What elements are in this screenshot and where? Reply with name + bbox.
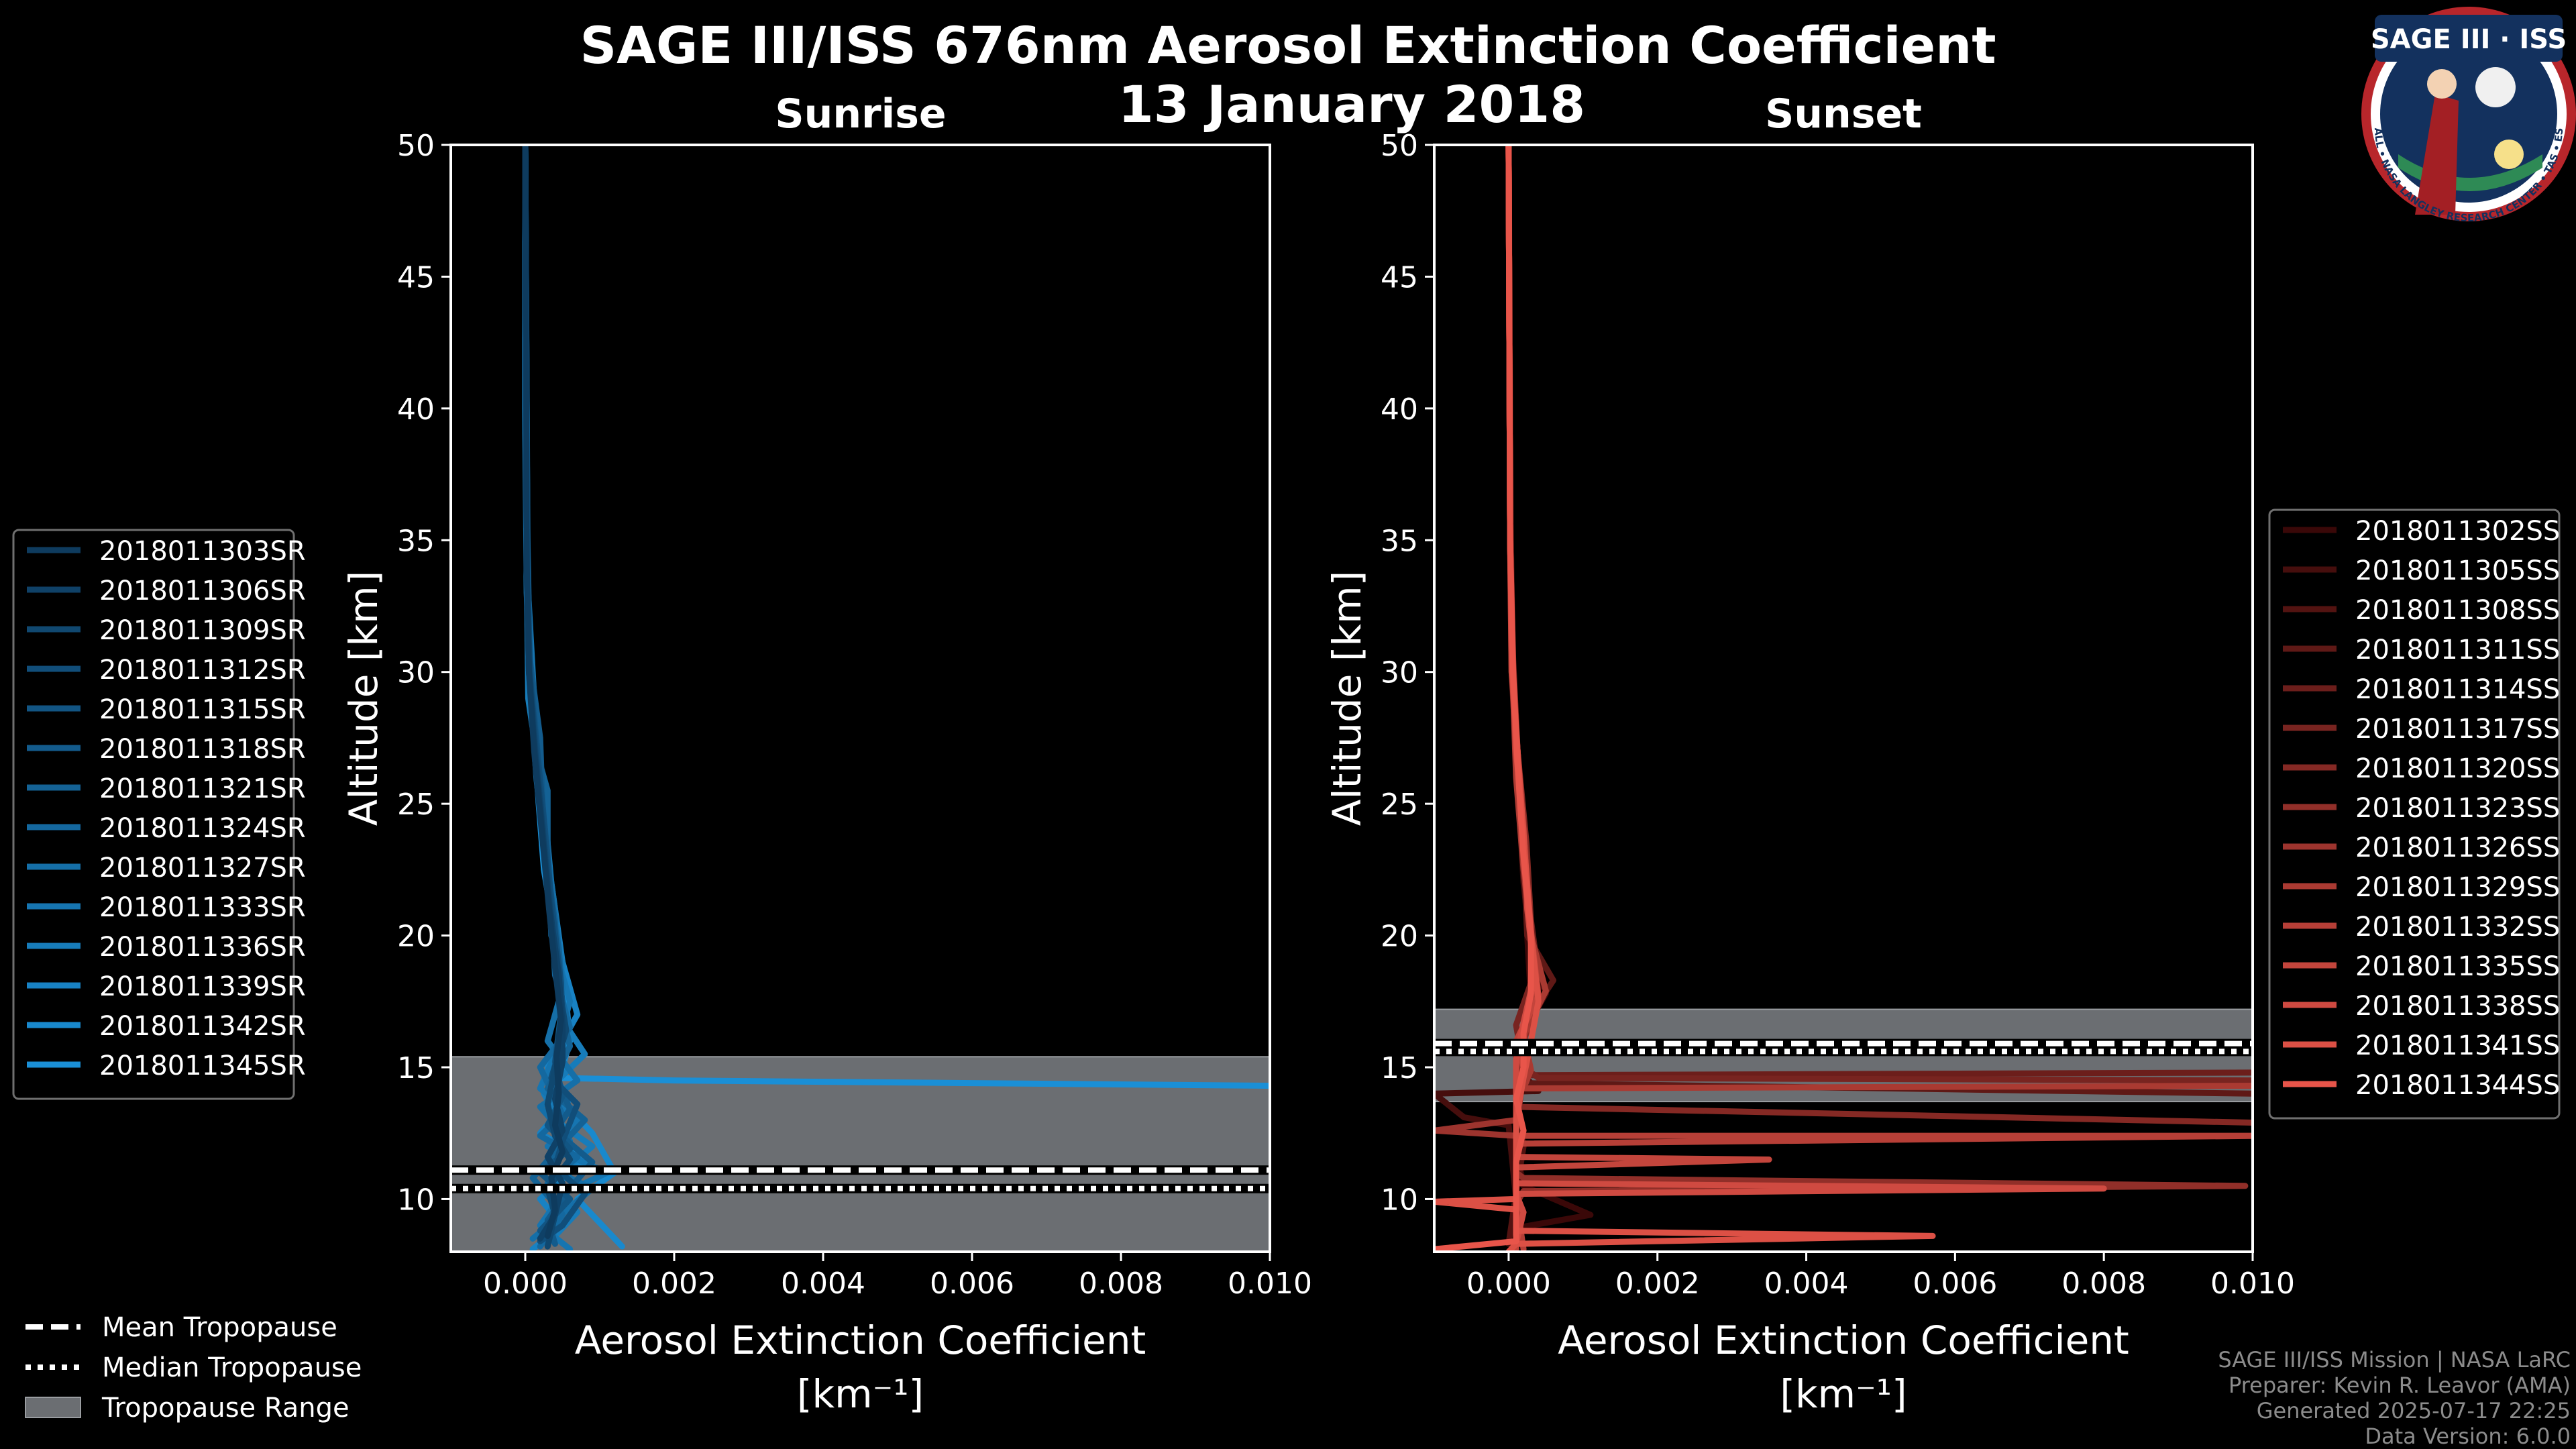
sunset-y-tick-label: 50 (1381, 129, 1418, 163)
sunrise-y-axis-label: Altitude [km] (341, 571, 386, 826)
sunset-y-axis-label: Altitude [km] (1324, 571, 1370, 826)
sun-icon (2494, 140, 2524, 169)
sunrise-x-axis-label: Aerosol Extinction Coefficient (575, 1318, 1146, 1363)
sunset-legend-label: 2018011335SS (2355, 951, 2560, 982)
footer-generated: Generated 2025-07-17 22:25 (2257, 1398, 2571, 1424)
tropopause-range-key (25, 1397, 81, 1418)
mean-tropopause-label: Mean Tropopause (102, 1312, 337, 1343)
sunrise-legend-label: 2018011336SR (99, 932, 306, 963)
sunset-chart: 10 15 20 25 30 35 40 45 50 0.000 0.002 0.004 0.006 0.… (1324, 129, 2295, 1417)
tropopause-legend: Mean Tropopause Median Tropopause Tropop… (25, 1312, 362, 1424)
sunrise-legend-label: 2018011339SR (99, 971, 306, 1002)
sunrise-legend-label: 2018011345SR (99, 1051, 306, 1081)
sunset-x-axis-unit: [km⁻¹] (1780, 1371, 1907, 1417)
sunrise-y-tick-label: 10 (397, 1183, 435, 1217)
sunset-legend-label: 2018011317SS (2355, 714, 2560, 745)
sunset-x-tick-label: 0.006 (1913, 1267, 1997, 1301)
logo-text: SAGE III · ISS (2371, 24, 2567, 55)
sunset-panel-title: Sunset (1765, 91, 1922, 138)
sunrise-y-tick-label: 50 (397, 129, 435, 163)
sunset-y-tick-label: 20 (1381, 920, 1418, 954)
sunrise-legend-label: 2018011318SR (99, 734, 306, 765)
sunrise-chart: 10 15 20 25 30 35 40 45 50 0.000 0.002 0.004 0.006 0.… (341, 129, 1312, 1417)
median-tropopause-label: Median Tropopause (102, 1352, 362, 1383)
sunrise-legend: 2018011303SR 2018011306SR 2018011309SR 2018… (12, 529, 306, 1100)
footer-preparer: Preparer: Kevin R. Leavor (AMA) (2229, 1373, 2571, 1398)
sunrise-axes-frame (449, 144, 1271, 1253)
sunrise-legend-label: 2018011342SR (99, 1011, 306, 1042)
sunset-y-tick-label: 10 (1381, 1183, 1418, 1217)
sunset-legend-label: 2018011338SS (2355, 991, 2560, 1022)
sunset-legend-label: 2018011314SS (2355, 674, 2560, 705)
sunrise-y-tick-label: 30 (397, 656, 435, 690)
sunset-legend-label: 2018011308SS (2355, 595, 2560, 626)
sunrise-legend-label: 2018011312SR (99, 655, 306, 686)
sunrise-x-tick-label: 0.010 (1228, 1267, 1312, 1301)
sunset-x-axis-label: Aerosol Extinction Coefficient (1558, 1318, 2129, 1363)
sunset-y-tick-label: 30 (1381, 656, 1418, 690)
sunset-legend-label: 2018011344SS (2355, 1070, 2560, 1101)
sunrise-legend-label: 2018011315SR (99, 694, 306, 725)
moon-icon (2475, 67, 2516, 107)
sunrise-x-axis-unit: [km⁻¹] (797, 1371, 924, 1417)
sunrise-legend-label: 2018011324SR (99, 813, 306, 844)
sunrise-y-tick-label: 20 (397, 920, 435, 954)
sunrise-legend-label: 2018011303SR (99, 536, 306, 567)
sunset-legend-label: 2018011326SS (2355, 833, 2560, 863)
sunset-legend: 2018011302SS 2018011305SS 2018011308SS 2018… (2268, 508, 2561, 1120)
sunrise-y-tick-label: 45 (397, 260, 435, 294)
sunrise-legend-label: 2018011309SR (99, 615, 306, 646)
sunset-legend-label: 2018011302SS (2355, 516, 2560, 547)
sunset-x-tick-label: 0.002 (1615, 1267, 1700, 1301)
figure-title: SAGE III/ISS 676nm Aerosol Extinction Co… (580, 15, 1996, 75)
footer-mission: SAGE III/ISS Mission | NASA LaRC (2218, 1347, 2571, 1373)
sunset-legend-label: 2018011341SS (2355, 1030, 2560, 1061)
tropopause-range-label: Tropopause Range (101, 1393, 350, 1424)
sunset-y-tick-label: 25 (1381, 788, 1418, 822)
sunrise-y-tick-label: 25 (397, 788, 435, 822)
sunset-legend-frame (2268, 508, 2561, 1120)
sunset-y-tick-label: 15 (1381, 1051, 1418, 1085)
series-line-2018011344SS (1434, 145, 1534, 1252)
footer-version: Data Version: 6.0.0 (2365, 1424, 2571, 1449)
sunset-x-tick-label: 0.010 (2210, 1267, 2295, 1301)
sunrise-y-tick-label: 35 (397, 524, 435, 558)
sunrise-legend-label: 2018011321SR (99, 773, 306, 804)
sunset-legend-label: 2018011323SS (2355, 793, 2560, 824)
sunset-x-tick-label: 0.004 (1764, 1267, 1849, 1301)
sunrise-legend-label: 2018011306SR (99, 576, 306, 606)
sunset-legend-label: 2018011305SS (2355, 555, 2560, 586)
sunrise-legend-label: 2018011333SR (99, 892, 306, 923)
sunrise-series-lines (522, 145, 1270, 1252)
figure-date: 13 January 2018 (1118, 74, 1585, 134)
sunrise-x-tick-label: 0.002 (632, 1267, 716, 1301)
sunrise-y-tick-label: 15 (397, 1051, 435, 1085)
sunrise-x-tick-label: 0.000 (483, 1267, 568, 1301)
sunset-y-tick-label: 45 (1381, 260, 1418, 294)
sunset-legend-label: 2018011311SS (2355, 635, 2560, 665)
sunrise-x-tick-label: 0.006 (930, 1267, 1014, 1301)
sunrise-panel-title: Sunrise (775, 91, 946, 138)
sunset-series-lines (1434, 145, 2253, 1252)
sunrise-x-tick-label: 0.008 (1079, 1267, 1163, 1301)
sunset-x-tick-label: 0.000 (1466, 1267, 1551, 1301)
sunset-y-tick-label: 40 (1381, 392, 1418, 427)
sunset-legend-label: 2018011329SS (2355, 872, 2560, 903)
sunrise-legend-frame (12, 529, 295, 1100)
sunrise-y-tick-label: 40 (397, 392, 435, 427)
sunset-y-tick-label: 35 (1381, 524, 1418, 558)
sunset-legend-label: 2018011332SS (2355, 912, 2560, 943)
sunrise-legend-label: 2018011327SR (99, 853, 306, 883)
sunset-legend-label: 2018011320SS (2355, 753, 2560, 784)
sunset-x-tick-label: 0.008 (2061, 1267, 2146, 1301)
sunset-axes-frame (1433, 144, 2254, 1253)
footer-credits: SAGE III/ISS Mission | NASA LaRC Prepare… (2218, 1347, 2571, 1449)
sunrise-x-tick-label: 0.004 (781, 1267, 865, 1301)
